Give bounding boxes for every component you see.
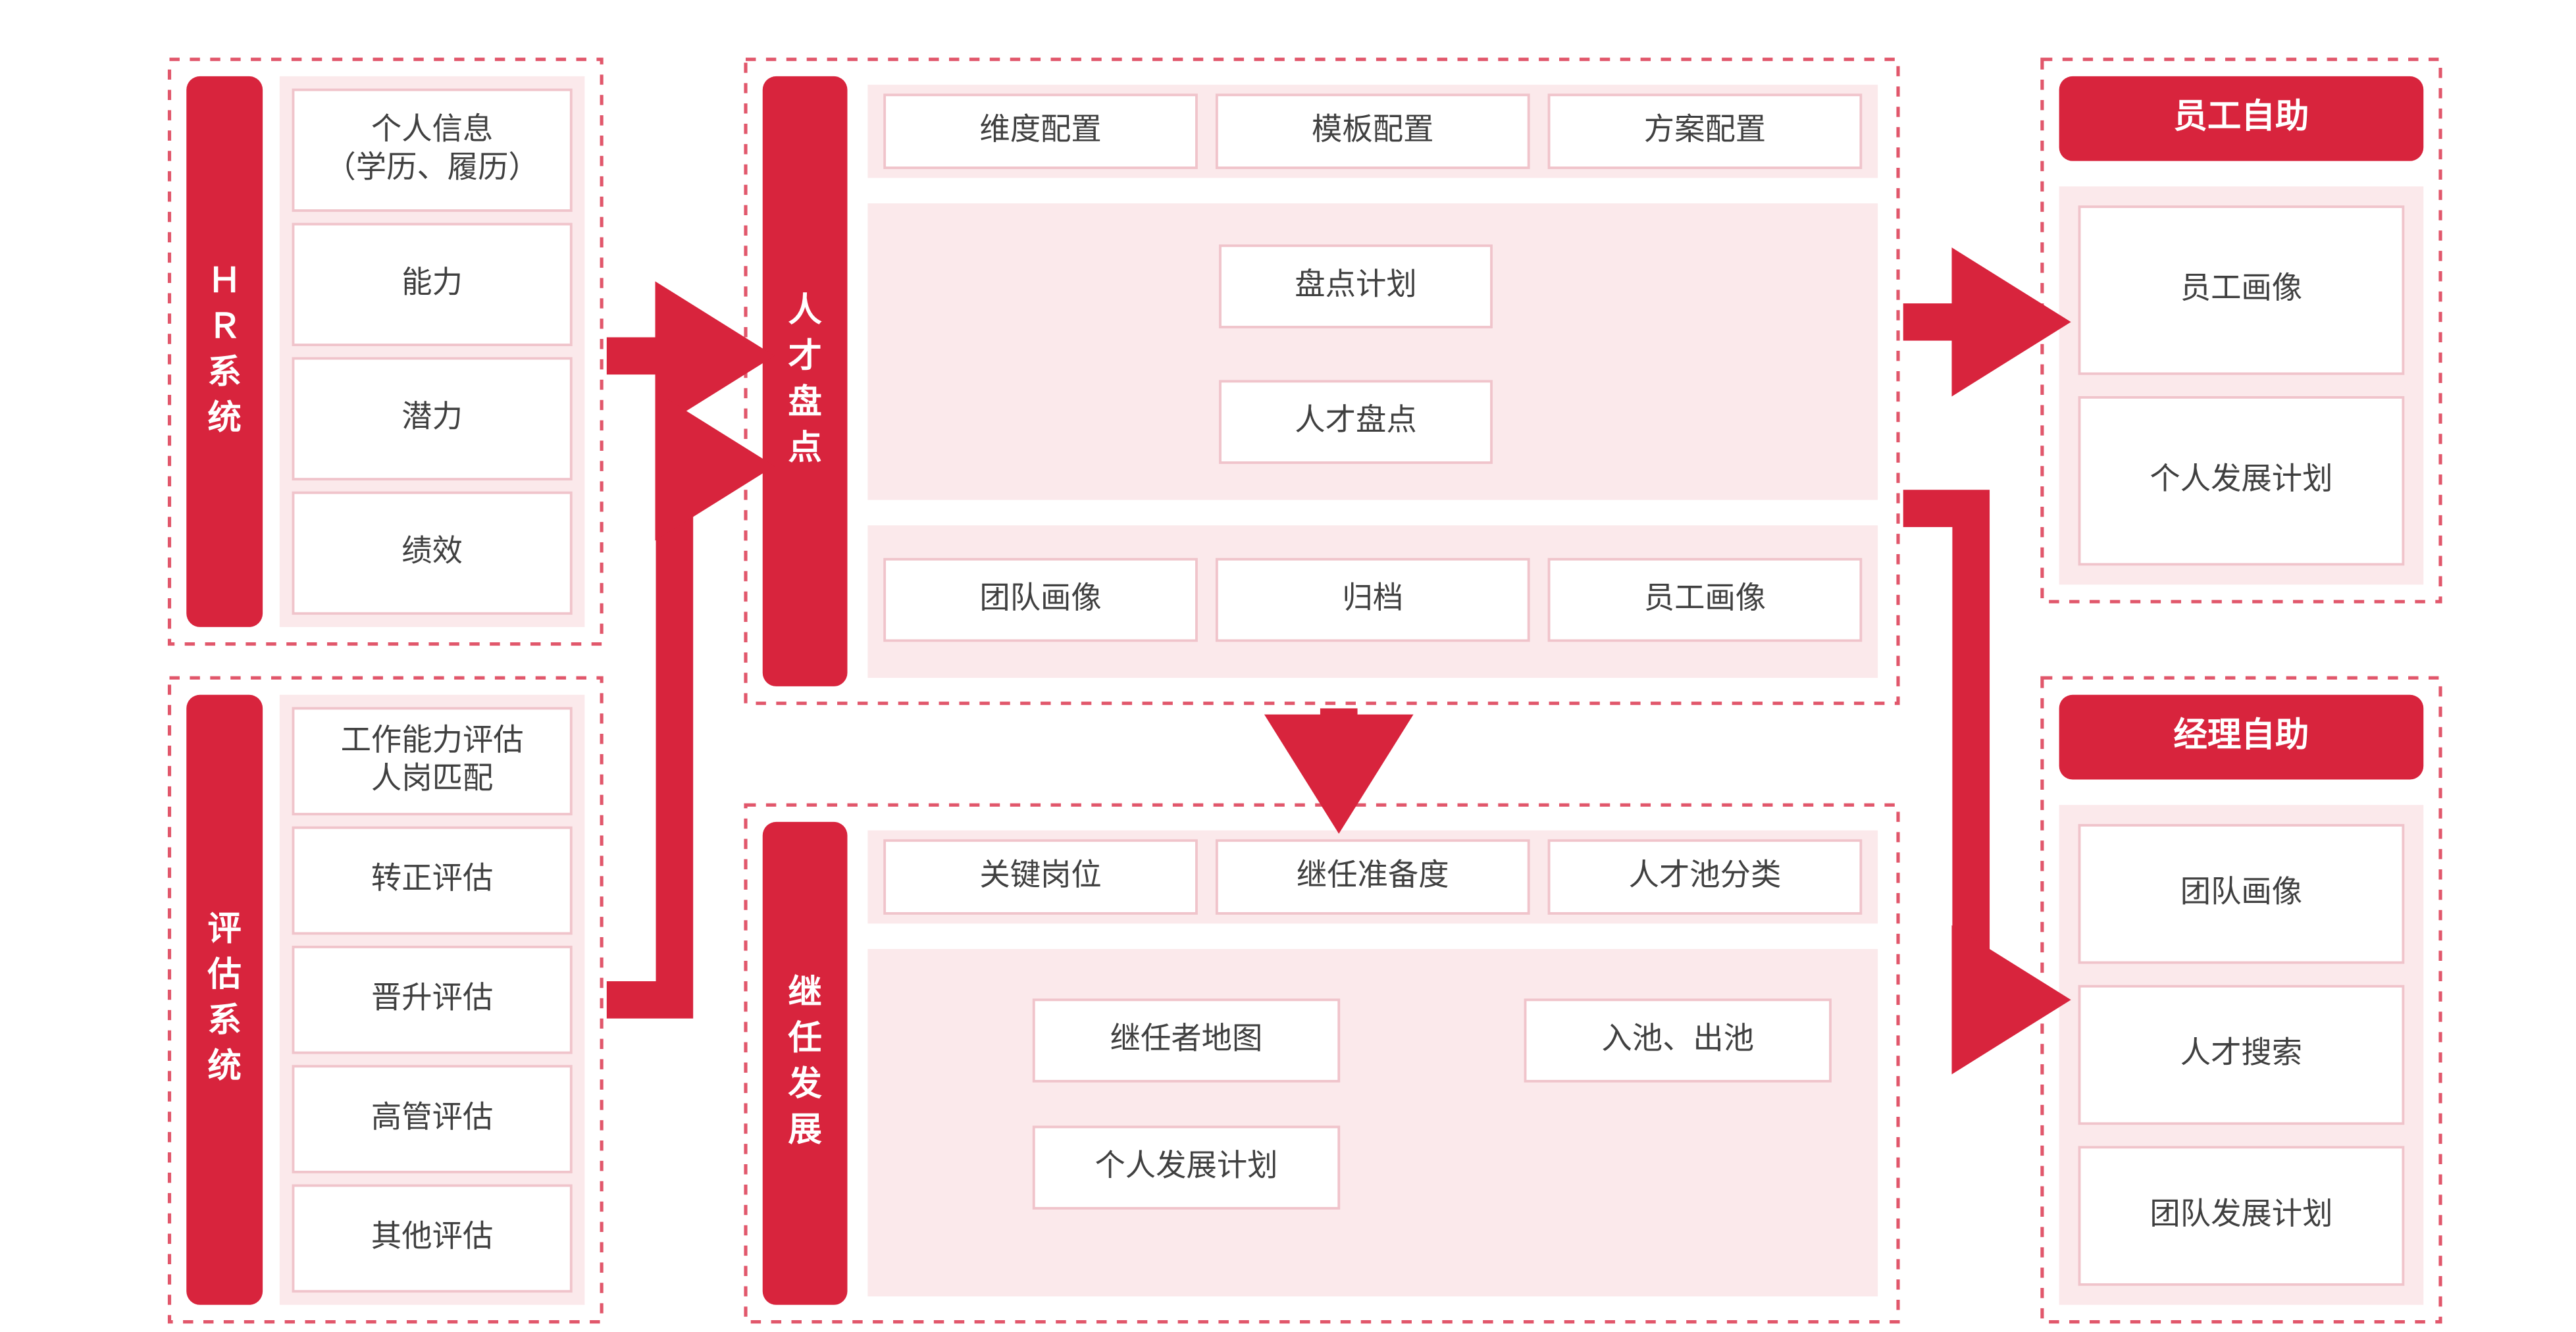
item-label: 人才池分类 — [1629, 858, 1782, 892]
svg-text:系: 系 — [207, 1001, 242, 1039]
svg-text:继: 继 — [788, 973, 822, 1011]
svg-text:Ｒ: Ｒ — [207, 307, 242, 345]
item-label: 个人发展计划 — [1095, 1148, 1277, 1182]
title-eval — [186, 695, 263, 1305]
item-label: 人岗匹配 — [371, 761, 493, 795]
svg-text:估: 估 — [207, 955, 242, 993]
svg-text:展: 展 — [788, 1110, 822, 1148]
svg-text:员工自助: 员工自助 — [2173, 97, 2309, 135]
item-label: 晋升评估 — [371, 981, 493, 1015]
svg-text:评: 评 — [207, 909, 242, 948]
item-label: 其他评估 — [371, 1219, 493, 1253]
svg-text:统: 统 — [207, 398, 242, 436]
svg-text:任: 任 — [788, 1019, 822, 1057]
svg-text:才: 才 — [788, 336, 822, 374]
item-label: 继任者地图 — [1110, 1021, 1263, 1055]
item-label: 归档 — [1342, 580, 1403, 615]
item-label: 转正评估 — [371, 861, 493, 895]
item-label: 继任准备度 — [1297, 858, 1449, 892]
title-talent — [763, 76, 848, 686]
item-label: 潜力 — [401, 399, 463, 434]
item-label: 团队发展计划 — [2150, 1196, 2332, 1231]
svg-text:发: 发 — [788, 1064, 822, 1102]
item-label: 个人信息 — [371, 112, 493, 146]
item-label: 关键岗位 — [979, 858, 1101, 892]
svg-text:统: 统 — [207, 1046, 242, 1085]
svg-text:Ｈ: Ｈ — [207, 261, 242, 299]
item-label: 人才搜索 — [2180, 1035, 2302, 1069]
svg-text:系: 系 — [207, 353, 242, 391]
item-label: 能力 — [401, 265, 463, 299]
item-label: 高管评估 — [371, 1100, 493, 1134]
svg-text:盘: 盘 — [788, 382, 822, 421]
item-label: （学历、履历） — [325, 149, 538, 184]
item-label: 员工画像 — [1644, 580, 1766, 615]
item-label: 团队画像 — [2180, 875, 2302, 909]
title-hr — [186, 76, 263, 627]
item-label: 模板配置 — [1312, 112, 1433, 146]
item-label: 团队画像 — [979, 580, 1101, 615]
item-label: 维度配置 — [979, 112, 1101, 146]
item-label: 人才盘点 — [1295, 402, 1416, 436]
item-label: 工作能力评估 — [341, 723, 524, 757]
item-label: 个人发展计划 — [2150, 461, 2332, 496]
title-succ — [763, 822, 848, 1305]
item-label: 绩效 — [401, 534, 463, 568]
item-label: 入池、出池 — [1601, 1021, 1754, 1055]
item-label: 方案配置 — [1644, 112, 1766, 146]
item-label: 盘点计划 — [1295, 267, 1416, 301]
item-label: 员工画像 — [2180, 270, 2302, 305]
svg-text:点: 点 — [788, 428, 822, 466]
svg-text:人: 人 — [788, 291, 822, 329]
svg-text:经理自助: 经理自助 — [2173, 715, 2309, 754]
flowchart-canvas: ＨＲ系统个人信息（学历、履历）能力潜力绩效评估系统工作能力评估人岗匹配转正评估晋… — [0, 0, 2576, 1332]
